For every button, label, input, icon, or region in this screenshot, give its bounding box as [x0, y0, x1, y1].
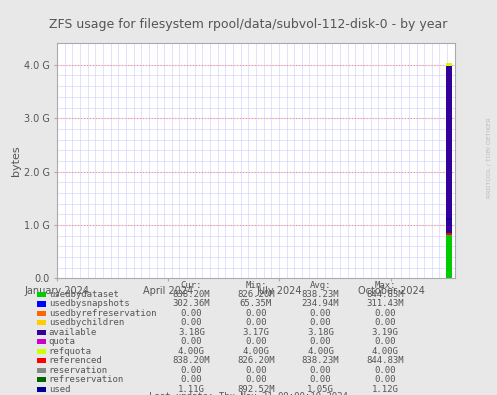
Text: 0.00: 0.00: [180, 375, 202, 384]
Text: Last update: Thu Nov 21 09:00:10 2024: Last update: Thu Nov 21 09:00:10 2024: [149, 392, 348, 395]
Text: 0.00: 0.00: [180, 337, 202, 346]
Text: 0.00: 0.00: [245, 309, 267, 318]
Text: 311.43M: 311.43M: [366, 299, 404, 308]
Text: refquota: refquota: [49, 347, 92, 356]
Text: 0.00: 0.00: [180, 366, 202, 374]
Y-axis label: bytes: bytes: [11, 146, 21, 176]
Text: 234.94M: 234.94M: [302, 299, 339, 308]
Text: 838.23M: 838.23M: [302, 290, 339, 299]
Text: usedbyrefreservation: usedbyrefreservation: [49, 309, 156, 318]
Text: 4.00G: 4.00G: [178, 347, 205, 356]
Text: 3.18G: 3.18G: [307, 328, 334, 337]
Bar: [446, 64, 452, 234]
Text: 838.20M: 838.20M: [172, 290, 210, 299]
Text: reservation: reservation: [49, 366, 108, 374]
Text: 1.11G: 1.11G: [178, 385, 205, 393]
Text: used: used: [49, 385, 70, 393]
Text: 65.35M: 65.35M: [240, 299, 272, 308]
Text: 844.83M: 844.83M: [366, 290, 404, 299]
Text: 838.23M: 838.23M: [302, 356, 339, 365]
Text: 838.20M: 838.20M: [172, 356, 210, 365]
Text: 0.00: 0.00: [245, 318, 267, 327]
Text: RRDTOOL / TOBI OETIKER: RRDTOOL / TOBI OETIKER: [486, 118, 491, 198]
Text: 0.00: 0.00: [374, 366, 396, 374]
Text: 844.83M: 844.83M: [366, 356, 404, 365]
Bar: [446, 234, 452, 278]
Text: Cur:: Cur:: [180, 280, 202, 290]
Text: 0.00: 0.00: [310, 337, 331, 346]
Text: 0.00: 0.00: [245, 366, 267, 374]
Text: 826.20M: 826.20M: [237, 290, 275, 299]
Bar: [446, 64, 452, 66]
Bar: [446, 233, 452, 235]
Text: available: available: [49, 328, 97, 337]
Text: 0.00: 0.00: [245, 337, 267, 346]
Text: Avg:: Avg:: [310, 280, 331, 290]
Text: refreservation: refreservation: [49, 375, 124, 384]
Text: 0.00: 0.00: [310, 375, 331, 384]
Text: Min:: Min:: [245, 280, 267, 290]
Text: referenced: referenced: [49, 356, 102, 365]
Text: 0.00: 0.00: [310, 309, 331, 318]
Text: 0.00: 0.00: [374, 337, 396, 346]
Text: 826.20M: 826.20M: [237, 356, 275, 365]
Text: usedbydataset: usedbydataset: [49, 290, 119, 299]
Text: Max:: Max:: [374, 280, 396, 290]
Text: usedbysnapshots: usedbysnapshots: [49, 299, 129, 308]
Text: 1.12G: 1.12G: [372, 385, 399, 393]
Text: 0.00: 0.00: [374, 375, 396, 384]
Bar: [446, 218, 452, 220]
Text: 3.18G: 3.18G: [178, 328, 205, 337]
Text: 3.17G: 3.17G: [243, 328, 269, 337]
Text: 0.00: 0.00: [180, 318, 202, 327]
Text: 302.36M: 302.36M: [172, 299, 210, 308]
Text: 4.00G: 4.00G: [243, 347, 269, 356]
Text: ZFS usage for filesystem rpool/data/subvol-112-disk-0 - by year: ZFS usage for filesystem rpool/data/subv…: [49, 18, 448, 31]
Text: 4.00G: 4.00G: [307, 347, 334, 356]
Text: 0.00: 0.00: [310, 366, 331, 374]
Text: usedbychildren: usedbychildren: [49, 318, 124, 327]
Text: 4.00G: 4.00G: [372, 347, 399, 356]
Text: quota: quota: [49, 337, 76, 346]
Text: 0.00: 0.00: [374, 318, 396, 327]
Text: 0.00: 0.00: [245, 375, 267, 384]
Text: 892.52M: 892.52M: [237, 385, 275, 393]
Text: 3.19G: 3.19G: [372, 328, 399, 337]
Text: 0.00: 0.00: [180, 309, 202, 318]
Text: 1.05G: 1.05G: [307, 385, 334, 393]
Text: 0.00: 0.00: [310, 318, 331, 327]
Text: 0.00: 0.00: [374, 309, 396, 318]
